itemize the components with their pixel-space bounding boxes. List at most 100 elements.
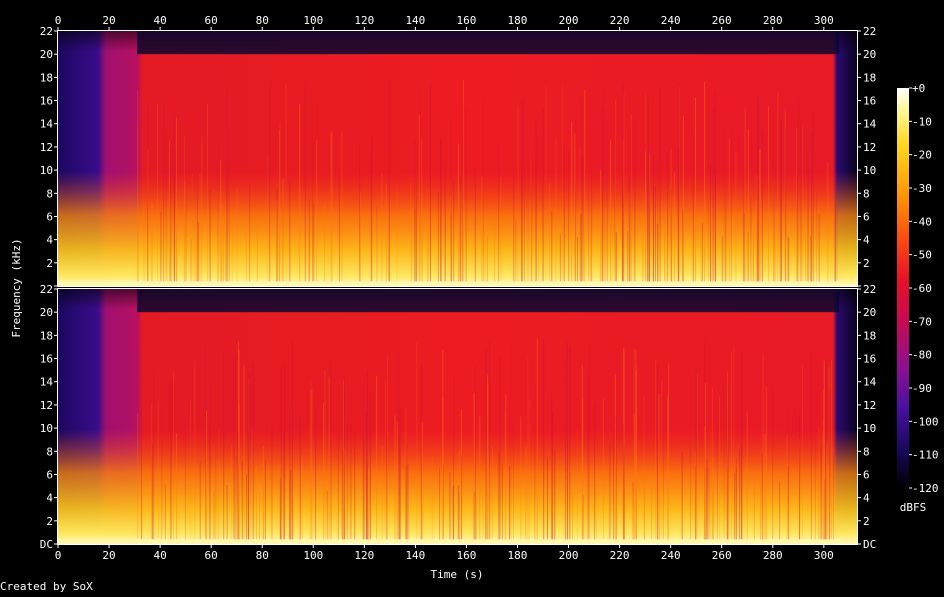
y-tick-label: 8 xyxy=(863,445,870,458)
texture-streak xyxy=(787,236,789,286)
y-tick-label: 22 xyxy=(40,283,53,296)
texture-streak xyxy=(494,219,496,286)
texture-streak xyxy=(414,140,416,286)
x-tick-label: 20 xyxy=(102,14,115,27)
texture-streak xyxy=(520,416,522,544)
texture-streak xyxy=(552,410,554,544)
x-tick-label: 300 xyxy=(814,14,834,27)
texture-streak xyxy=(571,122,573,286)
texture-streak xyxy=(706,467,708,544)
texture-streak xyxy=(194,360,196,544)
texture-streak xyxy=(238,341,240,544)
x-tick-label: 280 xyxy=(763,14,783,27)
texture-streak xyxy=(576,237,578,286)
texture-streak xyxy=(836,203,838,286)
texture-streak xyxy=(264,459,266,544)
texture-streak xyxy=(458,481,460,544)
x-tick-label: 60 xyxy=(205,549,218,562)
texture-streak xyxy=(739,448,741,544)
texture-streak xyxy=(235,456,237,544)
texture-streak xyxy=(458,492,460,544)
texture-streak xyxy=(337,430,339,544)
texture-streak xyxy=(629,193,631,286)
texture-streak xyxy=(588,194,590,286)
texture-streak xyxy=(153,370,155,544)
colorbar-tick-label: -70 xyxy=(912,315,932,328)
texture-streak xyxy=(658,489,660,544)
texture-streak xyxy=(262,446,264,544)
texture-streak xyxy=(773,165,775,286)
texture-streak xyxy=(459,191,461,286)
texture-streak xyxy=(527,161,529,286)
texture-streak xyxy=(308,199,310,286)
texture-streak xyxy=(184,421,186,544)
y-tick-label: 2 xyxy=(863,257,870,270)
texture-streak xyxy=(196,189,198,286)
texture-streak xyxy=(338,173,340,286)
texture-streak xyxy=(312,100,314,286)
texture-streak xyxy=(247,377,249,544)
texture-streak xyxy=(276,189,278,286)
texture-streak xyxy=(623,93,625,286)
texture-streak xyxy=(681,452,683,544)
texture-streak xyxy=(143,204,145,286)
texture-streak xyxy=(288,454,290,544)
texture-streak xyxy=(832,456,834,544)
texture-streak xyxy=(196,223,198,286)
y-tick-label: 14 xyxy=(863,376,877,389)
texture-streak xyxy=(824,479,826,544)
texture-streak xyxy=(241,461,243,544)
texture-streak xyxy=(756,201,758,286)
texture-streak xyxy=(508,466,510,544)
y-tick-label: 10 xyxy=(863,164,876,177)
texture-streak xyxy=(421,137,423,286)
texture-streak xyxy=(450,194,452,286)
texture-streak xyxy=(601,223,603,286)
texture-streak xyxy=(742,133,744,286)
texture-streak xyxy=(324,369,326,544)
texture-streak xyxy=(630,114,632,286)
texture-streak xyxy=(661,381,663,544)
x-tick-label: 280 xyxy=(763,549,783,562)
y-tick-label: 12 xyxy=(40,141,53,154)
texture-streak xyxy=(359,142,361,286)
x-tick-label: 100 xyxy=(303,14,323,27)
texture-streak xyxy=(256,226,258,286)
y-tick-label: 14 xyxy=(40,118,54,131)
texture-streak xyxy=(199,460,201,544)
texture-streak xyxy=(623,347,625,544)
texture-streak xyxy=(678,83,680,286)
texture-streak xyxy=(460,409,462,544)
texture-streak xyxy=(797,98,799,287)
texture-streak xyxy=(534,384,536,544)
texture-streak xyxy=(702,222,704,286)
y-tick-label: 4 xyxy=(46,492,53,505)
texture-streak xyxy=(381,446,383,544)
texture-streak xyxy=(542,107,544,287)
texture-streak xyxy=(276,234,278,286)
y-axis-label: Frequency (kHz) xyxy=(10,238,23,337)
texture-streak xyxy=(775,230,777,286)
y-tick-label: 16 xyxy=(863,95,876,108)
y-tick-label: 6 xyxy=(863,468,870,481)
colorbar-tick-label: -20 xyxy=(912,149,932,162)
texture-streak xyxy=(756,175,758,286)
texture-streak xyxy=(209,380,211,544)
texture-streak xyxy=(628,176,630,286)
texture-streak xyxy=(367,468,369,544)
texture-streak xyxy=(580,214,582,286)
texture-streak xyxy=(500,177,502,286)
x-tick-label: 240 xyxy=(661,549,681,562)
texture-streak xyxy=(453,180,455,286)
texture-streak xyxy=(525,447,527,544)
texture-streak xyxy=(343,374,345,544)
x-tick-label: 200 xyxy=(559,14,579,27)
texture-streak xyxy=(137,120,139,287)
texture-streak xyxy=(807,150,809,286)
texture-streak xyxy=(710,200,712,286)
texture-streak xyxy=(630,120,632,286)
texture-streak xyxy=(647,92,649,286)
texture-streak xyxy=(829,389,831,544)
colorbar-tick-label: +0 xyxy=(912,82,925,95)
texture-streak xyxy=(236,187,238,286)
